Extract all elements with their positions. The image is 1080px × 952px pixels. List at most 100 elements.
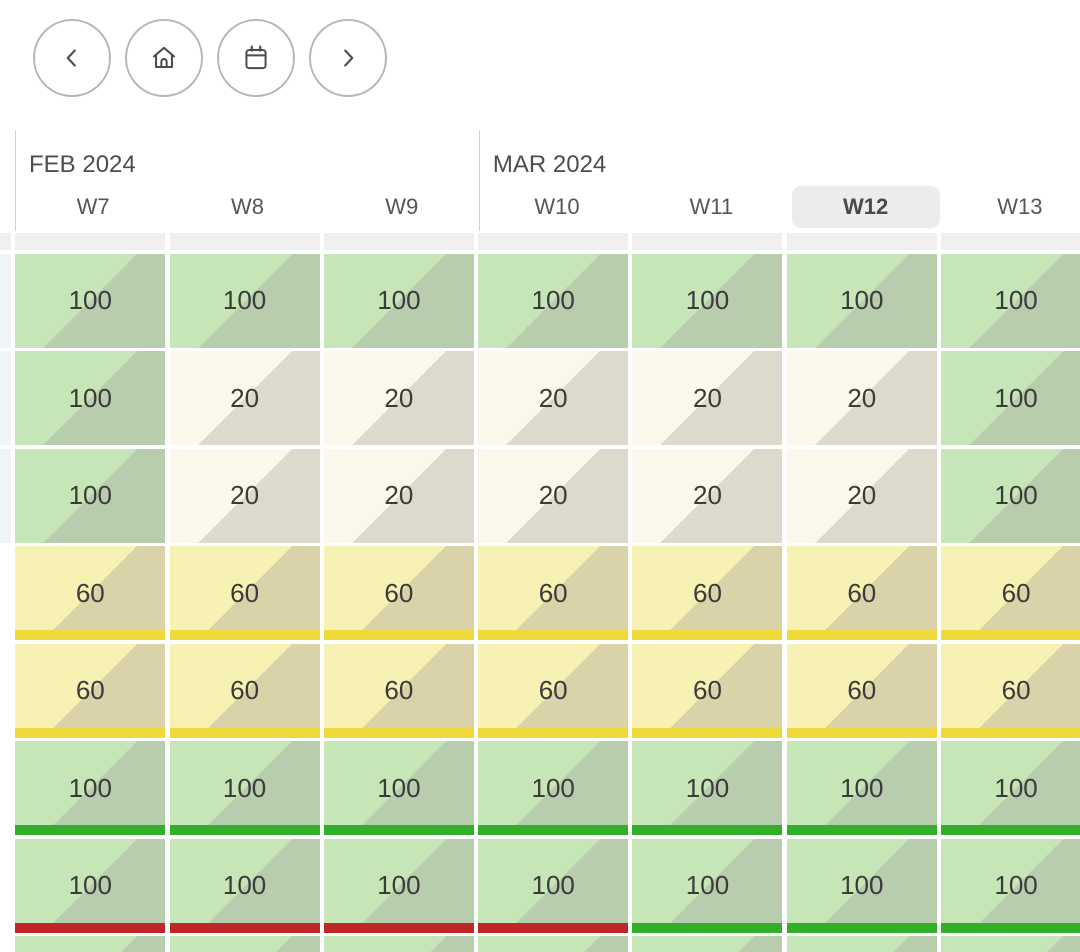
grid-cell[interactable] [15, 936, 166, 952]
grid-cell[interactable]: 100 [323, 253, 474, 348]
grid-cell[interactable]: 100 [632, 838, 783, 933]
grid-cell[interactable] [941, 936, 1080, 952]
grid-cell[interactable]: 100 [169, 741, 320, 835]
grid-cell[interactable]: 60 [15, 546, 166, 640]
grid-cell[interactable]: 100 [941, 838, 1080, 933]
strip-cell [169, 233, 320, 250]
grid-cell[interactable]: 100 [786, 253, 937, 348]
week-tab[interactable]: W12 [788, 184, 942, 230]
week-tab[interactable]: W7 [16, 184, 170, 230]
grid-cell[interactable] [478, 936, 629, 952]
week-tab[interactable]: W13 [943, 184, 1080, 230]
grid-cell[interactable] [323, 936, 474, 952]
week-tab[interactable]: W11 [634, 184, 788, 230]
grid-cell[interactable]: 100 [15, 838, 166, 933]
grid-cell[interactable]: 20 [323, 448, 474, 543]
grid-cell[interactable]: 20 [786, 448, 937, 543]
grid-cell[interactable]: 60 [323, 546, 474, 640]
grid-cell[interactable]: 100 [941, 741, 1080, 835]
grid-cell[interactable]: 60 [941, 546, 1080, 640]
cell-value: 100 [377, 285, 421, 315]
grid-cell[interactable]: 100 [478, 741, 629, 835]
toolbar [33, 19, 387, 97]
grid-cell[interactable] [632, 936, 783, 952]
week-tab[interactable]: W9 [325, 184, 479, 230]
grid-cell[interactable]: 60 [786, 643, 937, 738]
grid-cell[interactable]: 100 [941, 448, 1080, 543]
week-tab-label: W7 [76, 194, 110, 219]
grid-cell[interactable]: 60 [786, 546, 937, 640]
grid-cell[interactable]: 100 [786, 838, 937, 933]
grid-cell[interactable]: 100 [632, 741, 783, 835]
home-button[interactable] [125, 19, 203, 97]
green-capacity-bar [323, 825, 474, 835]
grid-cell[interactable]: 60 [478, 546, 629, 640]
grid-cell[interactable]: 100 [15, 448, 166, 543]
grid-cell[interactable]: 60 [169, 643, 320, 738]
grid-cell[interactable]: 60 [632, 546, 783, 640]
grid-cell[interactable] [169, 936, 320, 952]
week-tab[interactable]: W8 [170, 184, 324, 230]
strip-cell [632, 233, 783, 250]
strip-cell [941, 233, 1080, 250]
month-label: MAR 2024 [492, 151, 607, 178]
grid-cell[interactable]: 20 [323, 351, 474, 445]
grid-cell[interactable]: 60 [169, 546, 320, 640]
grid-cell[interactable]: 20 [632, 448, 783, 543]
grid-cell[interactable]: 20 [632, 351, 783, 445]
cell-value: 100 [994, 285, 1038, 315]
yellow-capacity-bar [632, 727, 783, 738]
cell-value: 100 [68, 772, 112, 803]
grid-cell[interactable]: 100 [632, 253, 783, 348]
grid-cell[interactable]: 100 [169, 253, 320, 348]
grid-gutter [0, 546, 11, 640]
red-capacity-bar [323, 922, 474, 933]
grid-cell[interactable]: 100 [941, 351, 1080, 445]
grid-gutter [0, 351, 11, 445]
week-tab[interactable]: W10 [480, 184, 634, 230]
cell-value: 100 [994, 382, 1038, 413]
grid-cell[interactable]: 100 [323, 741, 474, 835]
grid-cell[interactable]: 100 [323, 838, 474, 933]
month-group: MAR 2024 W10 W11 W12 W13 [478, 130, 1080, 231]
chevron-right-icon [344, 49, 354, 67]
cell-value: 20 [693, 480, 722, 510]
grid-cell[interactable]: 100 [15, 351, 166, 445]
grid-cell[interactable]: 20 [478, 448, 629, 543]
cell-value: 20 [847, 480, 877, 510]
grid-cell[interactable]: 100 [478, 253, 629, 348]
grid-cell[interactable]: 60 [632, 643, 783, 738]
calendar-button[interactable] [217, 19, 295, 97]
grid-cell[interactable]: 100 [15, 741, 166, 835]
cell-value: 100 [68, 382, 112, 413]
yellow-capacity-bar [941, 630, 1080, 640]
grid-cell[interactable]: 100 [786, 741, 937, 835]
grid-cell[interactable]: 100 [941, 253, 1080, 348]
cell-value: 60 [693, 675, 722, 705]
prev-button[interactable] [33, 19, 111, 97]
grid-cell[interactable]: 60 [478, 643, 629, 738]
grid-cell[interactable]: 100 [15, 253, 166, 348]
strip-cell [15, 233, 166, 250]
week-tab-label: W12 [791, 186, 940, 228]
next-button[interactable] [309, 19, 387, 97]
timeline-header: FEB 2024 W7 W8 W9 MAR 2024 W10 W11 W12 W13 [15, 130, 1080, 231]
capacity-grid: 100 100 100 100 100 100 100 100 20 20 20 20 20 100 100… [0, 233, 1080, 952]
grid-cell[interactable]: 20 [169, 448, 320, 543]
grid-cell[interactable]: 20 [478, 351, 629, 445]
grid-cell[interactable]: 100 [478, 838, 629, 933]
cell-value: 100 [840, 870, 884, 900]
grid-cell[interactable]: 20 [786, 351, 937, 445]
grid-cell[interactable]: 60 [323, 643, 474, 738]
grid-cell[interactable]: 60 [15, 643, 166, 738]
yellow-capacity-bar [786, 727, 937, 738]
grid-cell[interactable] [786, 936, 937, 952]
yellow-capacity-bar [169, 727, 320, 738]
grid-cell[interactable]: 100 [169, 838, 320, 933]
cell-value: 100 [377, 772, 421, 803]
cell-value: 60 [847, 577, 877, 608]
red-capacity-bar [15, 922, 166, 933]
grid-cell[interactable]: 60 [941, 643, 1080, 738]
grid-cell[interactable]: 20 [169, 351, 320, 445]
week-labels-row: W7 W8 W9 [16, 184, 479, 230]
